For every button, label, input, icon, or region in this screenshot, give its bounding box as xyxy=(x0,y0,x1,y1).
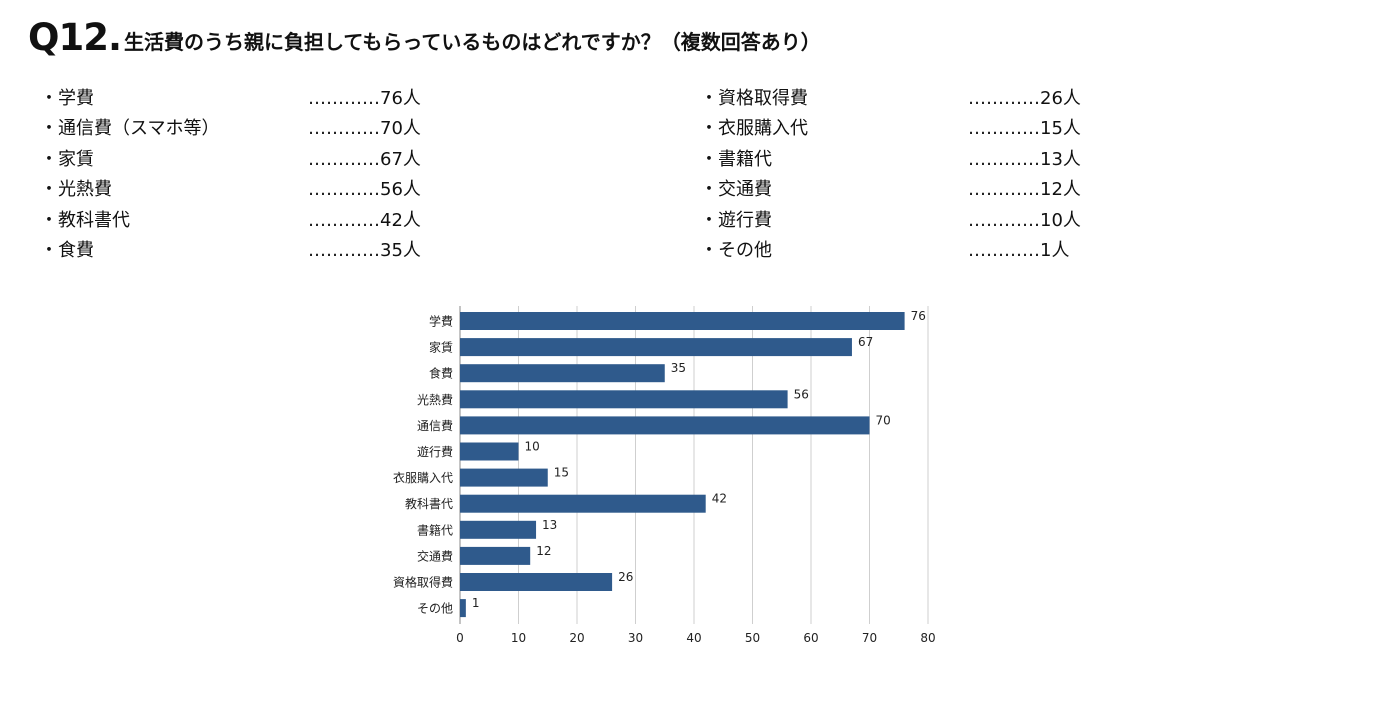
answer-item-count: …………42人 xyxy=(308,209,421,231)
x-tick-label: 30 xyxy=(628,631,643,645)
question-number: Q12. xyxy=(28,16,122,59)
bar xyxy=(460,599,466,618)
bar xyxy=(460,390,788,409)
bar xyxy=(460,546,531,565)
bar xyxy=(460,468,548,487)
answer-item-label: ・衣服購入代 xyxy=(700,118,808,140)
bar xyxy=(460,364,665,383)
category-label: その他 xyxy=(417,602,453,616)
answer-item-count: …………70人 xyxy=(308,118,421,140)
answer-item-count: …………35人 xyxy=(308,239,421,261)
category-label: 書籍代 xyxy=(417,522,453,537)
data-label: 67 xyxy=(858,335,873,349)
answer-item-count: …………10人 xyxy=(968,209,1081,231)
answer-item-label: ・学費 xyxy=(40,88,94,109)
x-tick-label: 50 xyxy=(745,631,760,645)
bar xyxy=(460,573,613,591)
x-tick-label: 0 xyxy=(456,631,464,645)
answer-item-label: ・光熱費 xyxy=(40,179,112,201)
category-label: 学費 xyxy=(429,314,453,329)
data-label: 15 xyxy=(554,466,569,480)
x-tick-label: 80 xyxy=(920,631,935,645)
data-label: 1 xyxy=(472,596,480,610)
x-tick-label: 40 xyxy=(686,631,701,645)
data-label: 10 xyxy=(525,440,540,454)
answer-item-label: ・交通費 xyxy=(700,179,772,201)
category-label: 交通費 xyxy=(417,548,453,563)
bar xyxy=(460,442,519,461)
answer-item-label: ・通信費（スマホ等） xyxy=(40,118,220,140)
answer-item-label: ・遊行費 xyxy=(700,209,772,231)
category-label: 通信費 xyxy=(417,418,453,433)
answer-item-count: …………76人 xyxy=(308,88,421,109)
category-label: 家賃 xyxy=(429,340,453,355)
data-label: 42 xyxy=(712,492,727,506)
bar xyxy=(460,338,852,357)
data-label: 35 xyxy=(671,361,686,375)
x-tick-label: 70 xyxy=(862,631,877,645)
answer-item-count: …………26人 xyxy=(968,88,1081,109)
category-label: 衣服購入代 xyxy=(393,470,453,485)
data-label: 70 xyxy=(876,413,891,427)
data-label: 13 xyxy=(542,518,557,532)
x-tick-label: 60 xyxy=(803,631,818,645)
data-label: 76 xyxy=(911,309,926,323)
answer-item-count: …………67人 xyxy=(308,148,421,170)
category-label: 教科書代 xyxy=(405,496,453,511)
bar xyxy=(460,520,537,539)
category-label: 光熱費 xyxy=(417,392,453,407)
answer-item-count: …………13人 xyxy=(968,148,1081,170)
question-text: 生活費のうち親に負担してもらっているものはどれですか？（複数回答あり） xyxy=(124,30,821,54)
answer-item-count: …………56人 xyxy=(308,179,421,201)
answer-item-count: …………15人 xyxy=(968,118,1081,140)
answer-item-label: ・食費 xyxy=(40,239,94,261)
data-label: 56 xyxy=(794,387,809,401)
answer-item-label: ・資格取得費 xyxy=(700,88,808,109)
data-label: 12 xyxy=(536,544,551,558)
x-tick-label: 10 xyxy=(511,631,526,645)
answer-item-label: ・教科書代 xyxy=(40,209,130,231)
category-label: 遊行費 xyxy=(417,444,453,459)
answer-item-count: …………1人 xyxy=(968,239,1070,261)
answer-item-count: …………12人 xyxy=(968,179,1081,201)
answer-item-label: ・書籍代 xyxy=(700,148,772,170)
bar xyxy=(460,494,706,513)
bar xyxy=(460,312,905,330)
category-label: 食費 xyxy=(429,366,453,381)
answer-item-label: ・その他 xyxy=(700,239,772,261)
bar xyxy=(460,416,870,435)
answer-item-label: ・家賃 xyxy=(40,148,94,170)
category-label: 資格取得費 xyxy=(393,575,453,590)
data-label: 26 xyxy=(618,570,633,584)
x-tick-label: 20 xyxy=(569,631,584,645)
